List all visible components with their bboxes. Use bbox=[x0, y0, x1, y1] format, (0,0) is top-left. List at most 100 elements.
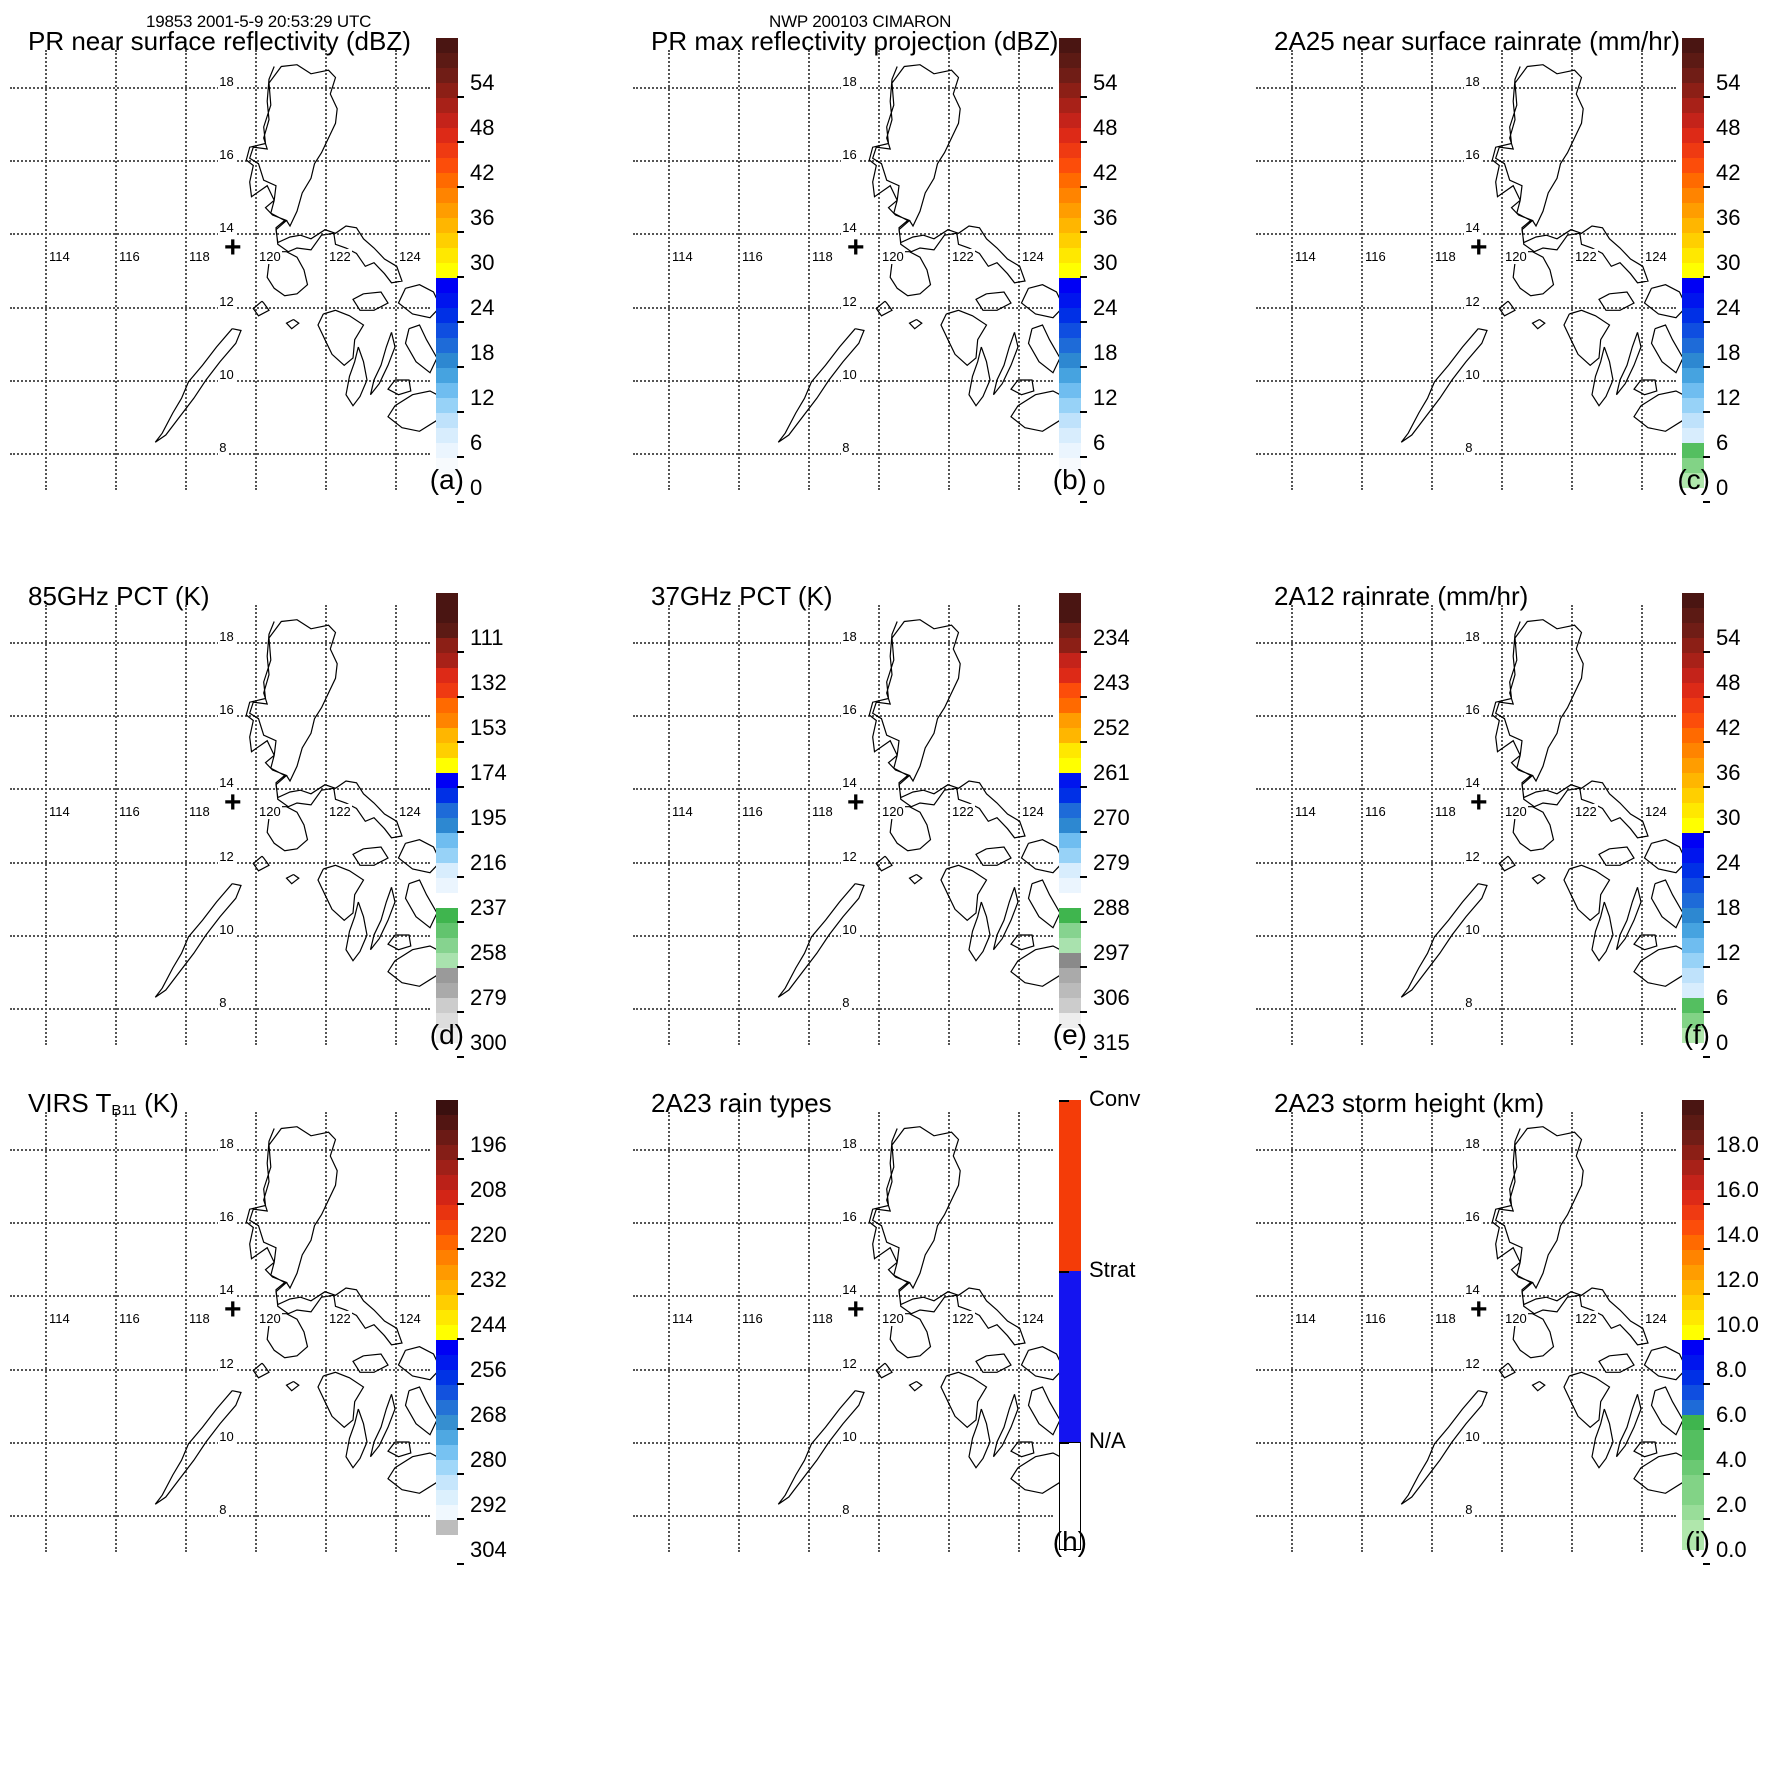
lon-tick-label: 122 bbox=[328, 804, 352, 820]
colorbar-segment bbox=[1682, 653, 1704, 668]
lat-tick-label: 12 bbox=[218, 1355, 235, 1371]
colorbar-tick-label: 132 bbox=[470, 670, 507, 695]
colorbar-category-label: N/A bbox=[1089, 1428, 1126, 1453]
lat-tick-label: 8 bbox=[1464, 995, 1474, 1011]
lat-tick-label: 16 bbox=[218, 1209, 235, 1224]
colorbar-tick: 12.0 bbox=[1703, 1267, 1759, 1306]
lat-tick-label: 8 bbox=[1464, 440, 1474, 456]
lat-tick-label: 8 bbox=[1464, 1502, 1474, 1518]
lat-tick-label: 8 bbox=[841, 995, 851, 1011]
colorbar-segment bbox=[1682, 668, 1704, 683]
colorbar-category-label: Conv bbox=[1089, 1086, 1141, 1111]
colorbar-tick: 0 bbox=[456, 475, 482, 514]
colorbar-tick: 24 bbox=[1702, 850, 1740, 889]
colorbar-tick: 36 bbox=[1079, 205, 1117, 244]
lon-tick-label: 120 bbox=[1504, 804, 1528, 820]
gridline-lon-116 bbox=[1361, 605, 1363, 1045]
panel-b: 114 116 118 120 122 124 8 10 12 14 16 18 + PR max ref… bbox=[633, 26, 1117, 503]
panel-label-i: (i) bbox=[1685, 1526, 1710, 1557]
colorbar-tick: 0 bbox=[1702, 1030, 1728, 1069]
colorbar-segment bbox=[436, 1145, 458, 1160]
colorbar-segment bbox=[436, 233, 458, 248]
lat-tick-label: 8 bbox=[841, 1502, 851, 1518]
colorbar-ticks: 196 208 220 232 244 256 268 280 292 304 bbox=[457, 1100, 536, 1565]
colorbar-segment bbox=[1682, 1220, 1704, 1235]
gridline-lon-116 bbox=[738, 50, 740, 490]
colorbar-tick: 54 bbox=[456, 70, 494, 109]
colorbar-segment bbox=[1059, 968, 1081, 983]
colorbar-segment bbox=[436, 983, 458, 998]
panel-title-c: 2A25 near surface rainrate (mm/hr) bbox=[1274, 26, 1681, 56]
plot-area-f bbox=[1256, 583, 1736, 1053]
colorbar-segment bbox=[1682, 188, 1704, 203]
colorbar-tick-label: 232 bbox=[470, 1267, 507, 1292]
colorbar-i: 18.0 16.0 14.0 12.0 10.0 8.0 6.0 4.0 2.0 0.0 bbox=[1682, 1100, 1759, 1565]
colorbar-tick: 208 bbox=[457, 1177, 507, 1216]
colorbar-segment bbox=[1059, 278, 1081, 293]
colorbar-segment bbox=[1682, 608, 1704, 623]
lat-tick-label: 16 bbox=[218, 147, 235, 162]
colorbar-segment bbox=[1682, 893, 1704, 908]
lat-tick-label: 16 bbox=[218, 702, 235, 717]
gridline-lon-124 bbox=[395, 1112, 397, 1552]
lon-tick-label: 114 bbox=[1294, 1311, 1317, 1327]
colorbar-tick: 6.0 bbox=[1703, 1402, 1747, 1441]
colorbar-segment bbox=[1682, 1190, 1704, 1205]
panel-c: 114 116 118 120 122 124 8 10 12 14 16 18 +2A25 near … bbox=[1256, 26, 1740, 503]
colorbar-segment bbox=[1682, 458, 1704, 473]
colorbar-tick: 280 bbox=[457, 1447, 507, 1486]
colorbar-tick: 258 bbox=[457, 940, 507, 979]
colorbar-tick bbox=[1059, 1100, 1069, 1102]
colorbar-tick-label: 195 bbox=[470, 805, 507, 830]
gridline-lon-114 bbox=[45, 605, 47, 1045]
colorbar-tick: 18 bbox=[1079, 340, 1117, 379]
colorbar-segment bbox=[1059, 818, 1081, 833]
lat-tick-label: 14 bbox=[841, 220, 858, 236]
lon-tick-label: 118 bbox=[1434, 804, 1457, 820]
lon-tick-label: 114 bbox=[671, 249, 694, 265]
colorbar-segment bbox=[436, 743, 458, 758]
colorbar-segment bbox=[1682, 878, 1704, 893]
colorbar-segment bbox=[436, 893, 458, 908]
colorbar-segment bbox=[436, 653, 458, 668]
lat-tick-label: 8 bbox=[218, 995, 228, 1011]
storm-id-header: NWP 200103 CIMARON bbox=[769, 12, 952, 31]
colorbar-tick: 232 bbox=[457, 1267, 507, 1306]
colorbar-tick: 24 bbox=[1702, 295, 1740, 334]
lon-tick-label: 120 bbox=[258, 804, 282, 820]
panel-label-f: (f) bbox=[1683, 1019, 1710, 1050]
lon-tick-label: 122 bbox=[951, 804, 975, 820]
colorbar-tick: 279 bbox=[1080, 850, 1130, 889]
colorbar-segment bbox=[436, 848, 458, 863]
colorbar-tick: 36 bbox=[1702, 205, 1740, 244]
colorbar-segment bbox=[436, 1325, 458, 1340]
colorbar-tick: 18 bbox=[1702, 895, 1740, 934]
lat-tick-label: 18 bbox=[218, 628, 235, 644]
colorbar-segment bbox=[1682, 293, 1704, 308]
colorbar-segment bbox=[1682, 1475, 1704, 1490]
lat-tick-label: 12 bbox=[841, 848, 858, 864]
colorbar-tick: 315 bbox=[1080, 1030, 1130, 1069]
colorbar-ticks: 54 48 42 36 30 24 18 12 6 0 bbox=[456, 38, 536, 503]
colorbar-segment bbox=[1682, 398, 1704, 413]
colorbar-segment bbox=[436, 1235, 458, 1250]
colorbar-tick: 300 bbox=[457, 1030, 507, 1069]
lat-tick-label: 12 bbox=[841, 293, 858, 309]
colorbar-segment bbox=[436, 1028, 458, 1043]
colorbar-segment bbox=[1682, 203, 1704, 218]
colorbar-segment bbox=[1682, 218, 1704, 233]
lat-tick-label: 8 bbox=[218, 440, 228, 456]
gridline-lon-124 bbox=[1018, 50, 1020, 490]
colorbar-tick-label: 10.0 bbox=[1716, 1312, 1759, 1337]
storm-center-marker: + bbox=[847, 786, 865, 819]
colorbar-segment bbox=[436, 1445, 458, 1460]
colorbar-segment bbox=[1682, 773, 1704, 788]
gridline-lon-118 bbox=[1431, 50, 1433, 490]
colorbar-tick-label: 36 bbox=[1716, 205, 1741, 230]
colorbar-tick-label: 42 bbox=[1093, 160, 1118, 185]
storm-center-marker: + bbox=[224, 231, 242, 264]
lat-tick-label: 12 bbox=[1464, 1355, 1481, 1371]
lon-tick-label: 118 bbox=[188, 804, 211, 820]
colorbar-segment bbox=[1059, 938, 1081, 953]
colorbar-segment bbox=[1059, 623, 1081, 638]
